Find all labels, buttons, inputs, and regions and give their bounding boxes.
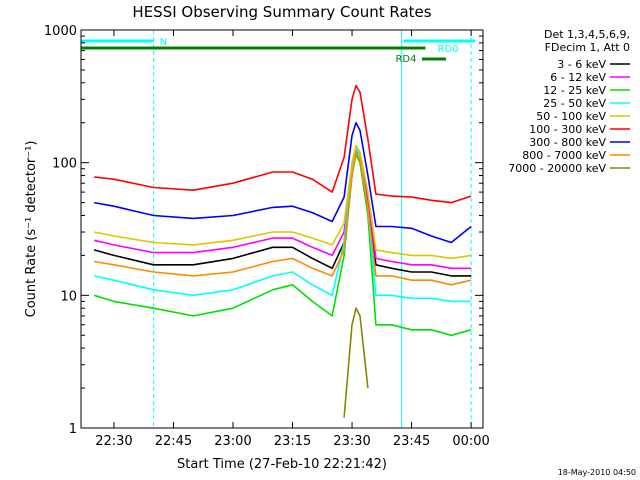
legend-entry-label: 300 - 800 keV	[529, 136, 606, 149]
legend-entry-label: 25 - 50 keV	[543, 97, 606, 110]
x-tick-label: 22:30	[95, 434, 132, 449]
legend-entry-label: 7000 - 20000 keV	[508, 162, 606, 175]
series-line-3	[93, 146, 472, 303]
series-line-1	[93, 149, 472, 270]
legend-entry-label: 800 - 7000 keV	[522, 149, 606, 162]
flag-label: N	[160, 37, 167, 48]
x-tick-label: 23:30	[333, 434, 370, 449]
y-tick-label: 1000	[44, 24, 77, 39]
axes-layer: 22:30 22:45 23:00 23:15 23:30 23:45 00:00 1 10 10…	[44, 24, 490, 449]
y-tick-label: 100	[52, 157, 77, 172]
legend-entry-label: 50 - 100 keV	[536, 110, 606, 123]
series-line-4	[93, 144, 472, 260]
y-axis-label: Count Rate (s⁻¹ detector⁻¹)	[24, 141, 39, 318]
x-axis-label: Start Time (27-Feb-10 22:21:42)	[177, 457, 387, 472]
legend-entry-label: 12 - 25 keV	[543, 84, 606, 97]
legend: Det 1,3,4,5,6,9,FDecim 1, Att 0 3 - 6 keV…	[508, 28, 630, 175]
flag-label: RD4	[395, 54, 416, 65]
chart-title: HESSI Observing Summary Count Rates	[132, 3, 431, 21]
legend-header: Det 1,3,4,5,6,9,	[544, 28, 630, 41]
y-tick-label: 1	[69, 422, 77, 437]
series-line-5	[94, 84, 472, 204]
x-tick-label: 22:45	[155, 434, 192, 449]
x-tick-label: 23:45	[393, 434, 430, 449]
legend-entry-label: 3 - 6 keV	[557, 58, 606, 71]
legend-entry-label: 100 - 300 keV	[529, 123, 606, 136]
legend-entry-label: 6 - 12 keV	[550, 71, 606, 84]
series-line-6	[93, 121, 472, 244]
flags-layer: N RD0 RD4	[81, 37, 476, 65]
legend-header: FDecim 1, Att 0	[545, 41, 630, 54]
x-tick-label: 23:15	[274, 434, 311, 449]
x-tick-label: 00:00	[452, 434, 489, 449]
series-line-7	[93, 151, 472, 286]
series-line-2	[93, 153, 472, 337]
series-line-8	[343, 307, 369, 418]
series-layer	[93, 84, 472, 418]
y-tick-label: 10	[60, 289, 77, 304]
x-tick-label: 23:00	[214, 434, 251, 449]
flag-label: RD0	[438, 44, 459, 55]
plot-frame	[80, 29, 484, 429]
timestamp: 18-May-2010 04:50	[558, 468, 636, 477]
